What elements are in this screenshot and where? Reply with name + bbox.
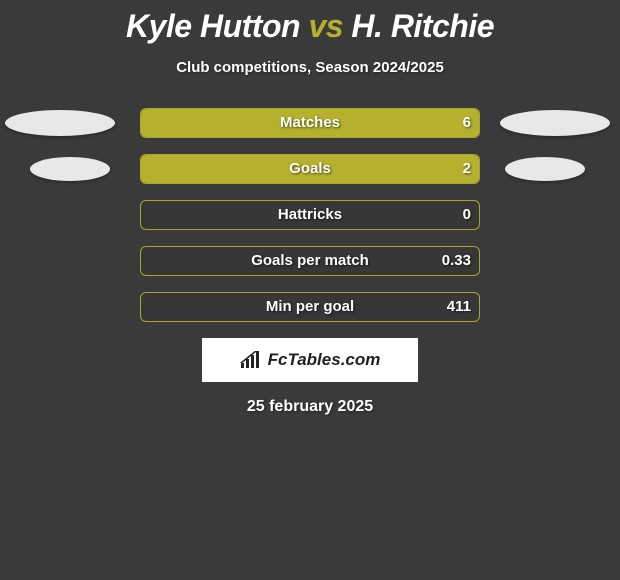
chart-icon — [240, 351, 262, 369]
stat-bar: Min per goal411 — [140, 292, 480, 322]
stat-label: Min per goal — [141, 298, 479, 315]
stat-value: 0 — [463, 206, 471, 223]
stat-row: Goals2 — [0, 154, 620, 184]
brand-footer: FcTables.com — [202, 338, 418, 382]
stat-value: 0.33 — [442, 252, 471, 269]
competition-subtitle: Club competitions, Season 2024/2025 — [0, 59, 620, 76]
comparison-title: Kyle Hutton vs H. Ritchie — [0, 0, 620, 45]
stat-label: Goals per match — [141, 252, 479, 269]
brand-label: FcTables.com — [240, 350, 381, 370]
player1-name: Kyle Hutton — [126, 8, 300, 44]
snapshot-date: 25 february 2025 — [0, 398, 620, 416]
stat-label: Hattricks — [141, 206, 479, 223]
brand-text: FcTables.com — [268, 350, 381, 370]
stat-rows: Matches6Goals2Hattricks0Goals per match0… — [0, 108, 620, 322]
player1-marker — [5, 110, 115, 136]
player2-name: H. Ritchie — [351, 8, 494, 44]
stat-bar: Goals per match0.33 — [140, 246, 480, 276]
stat-row: Hattricks0 — [0, 200, 620, 230]
stat-label: Goals — [141, 160, 479, 177]
stat-row: Matches6 — [0, 108, 620, 138]
stat-value: 411 — [447, 298, 471, 315]
stat-bar: Hattricks0 — [140, 200, 480, 230]
stat-label: Matches — [141, 114, 479, 131]
stat-value: 2 — [463, 160, 471, 177]
stat-value: 6 — [463, 114, 471, 131]
player2-marker — [505, 157, 585, 181]
vs-text: vs — [308, 8, 343, 44]
stat-bar: Goals2 — [140, 154, 480, 184]
player2-marker — [500, 110, 610, 136]
player1-marker — [30, 157, 110, 181]
stat-bar: Matches6 — [140, 108, 480, 138]
stat-row: Min per goal411 — [0, 292, 620, 322]
stat-row: Goals per match0.33 — [0, 246, 620, 276]
